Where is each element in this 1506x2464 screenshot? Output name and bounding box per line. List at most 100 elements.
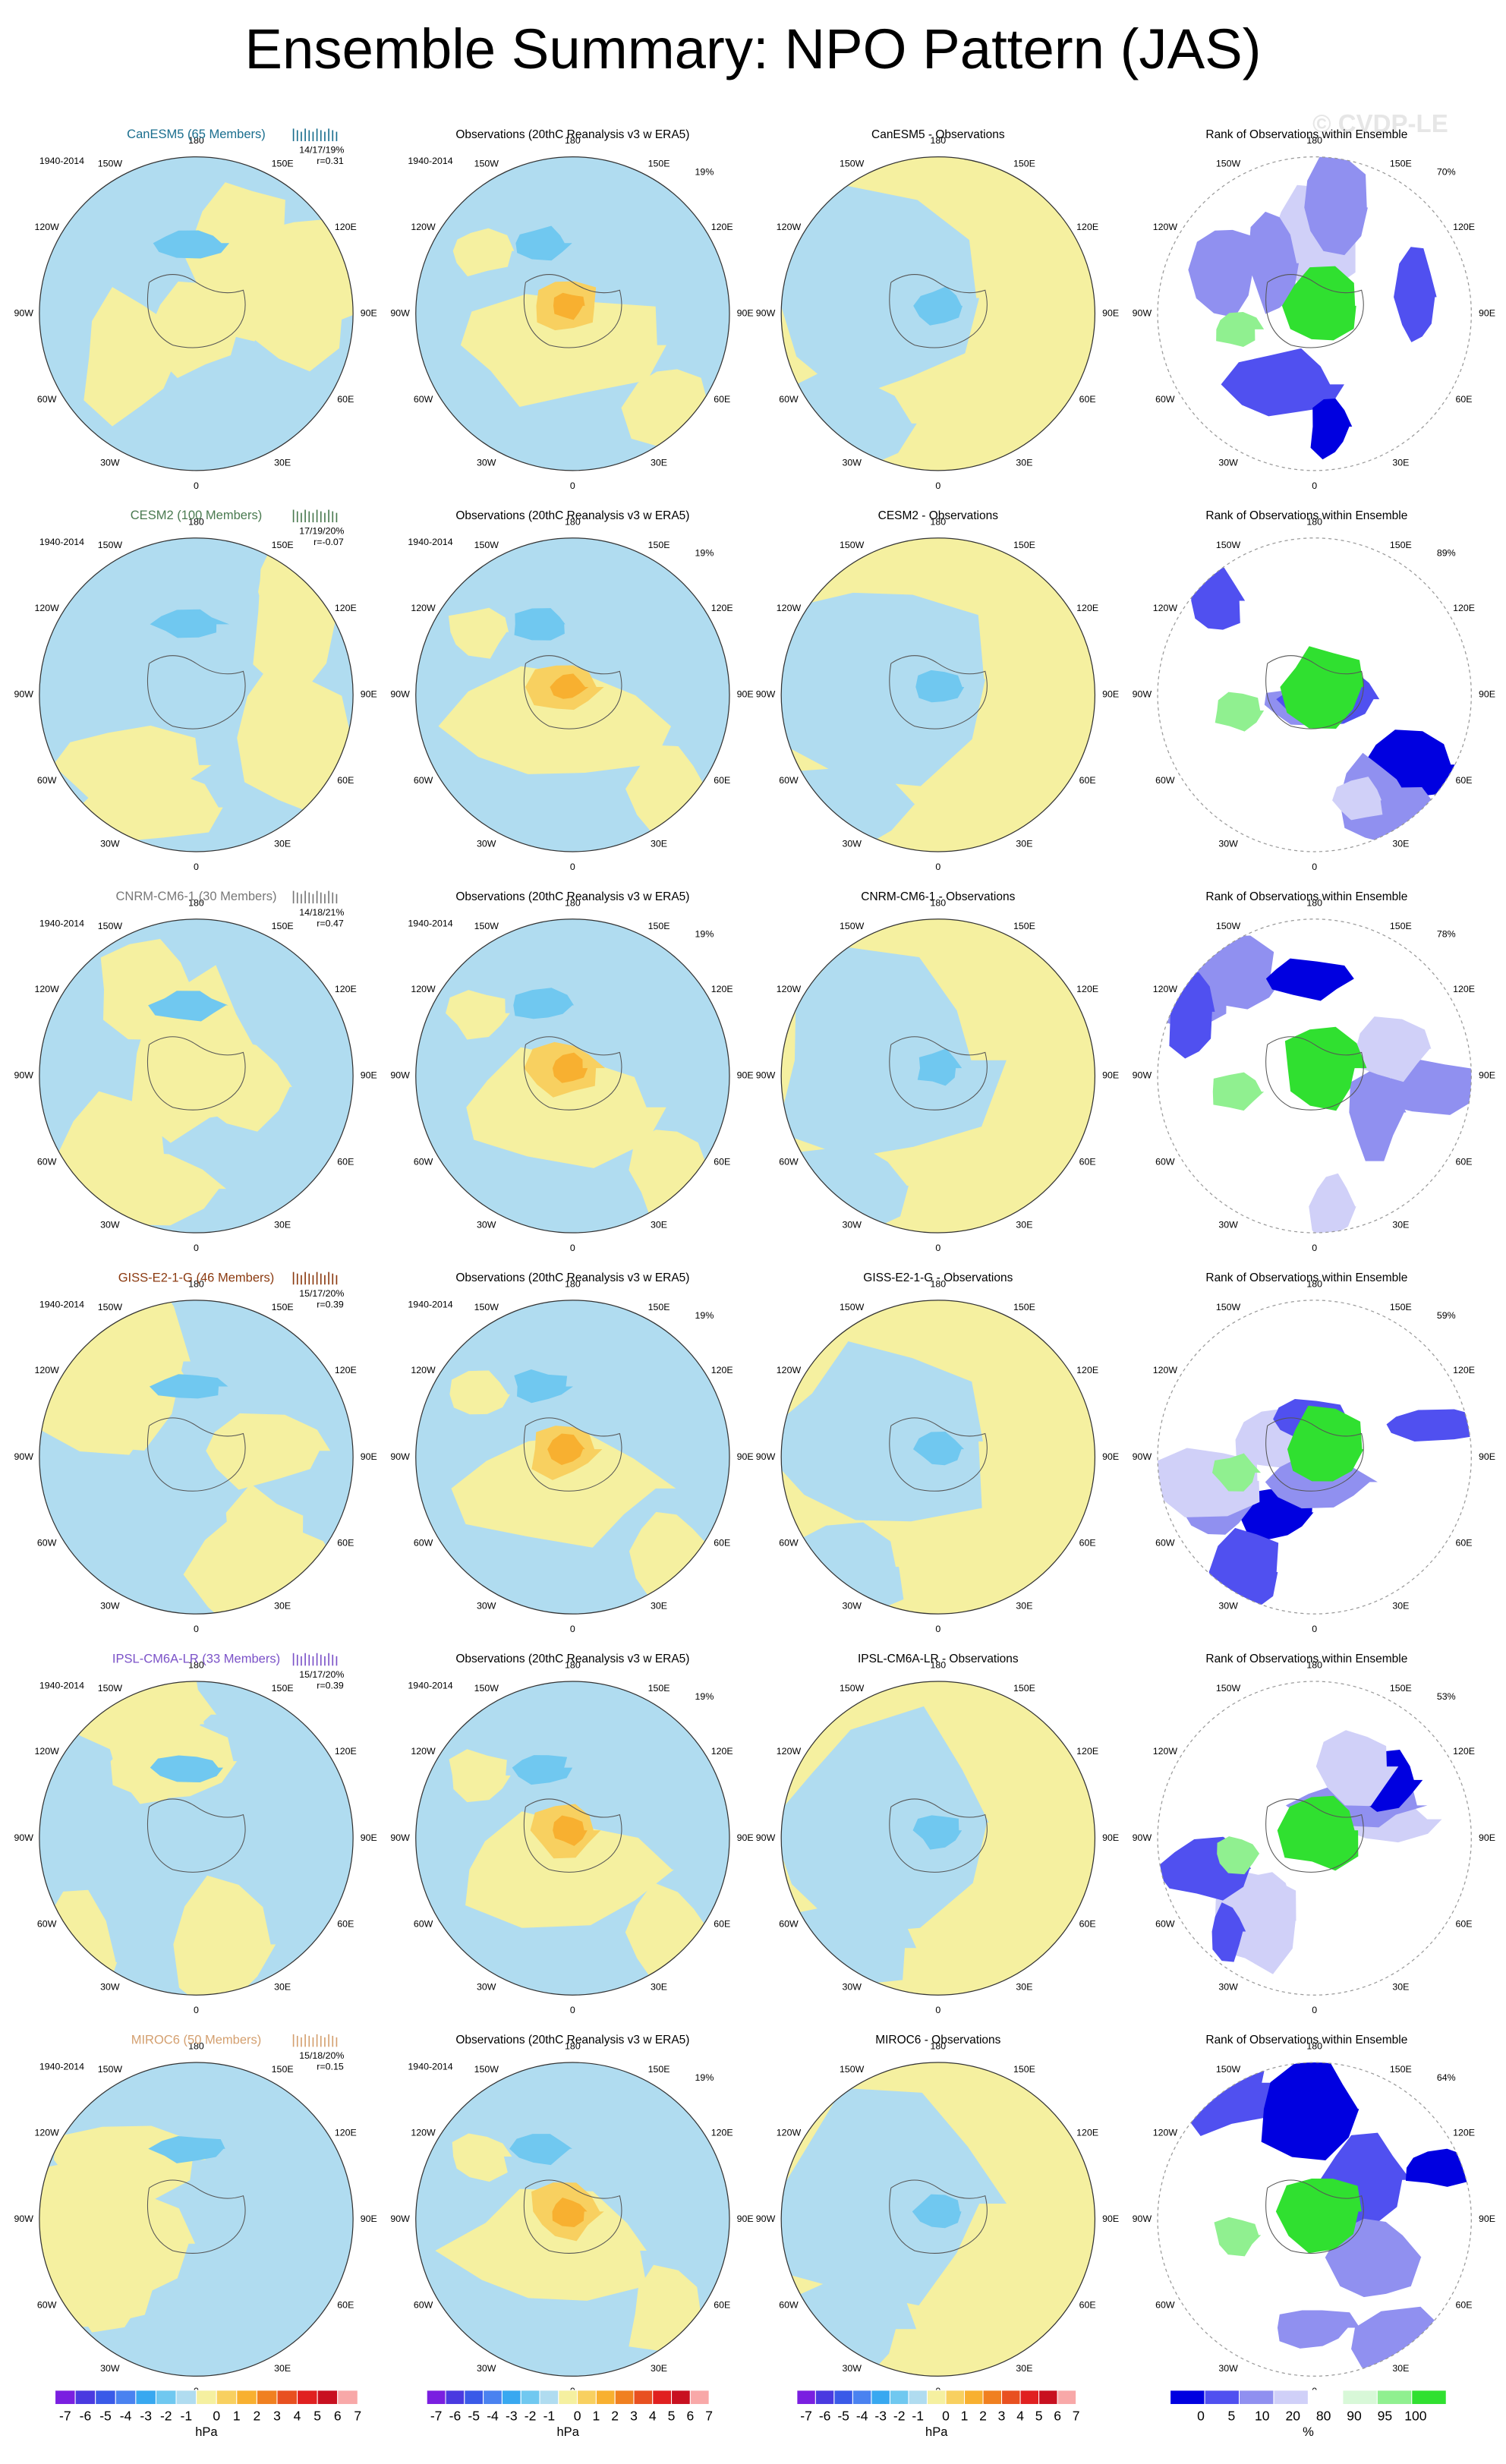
colorbar-box bbox=[236, 2390, 257, 2406]
colorbar-unit: hPa bbox=[925, 2425, 948, 2439]
observations-title: Observations (20thC Reanalysis v3 w ERA5… bbox=[455, 1271, 689, 1284]
longitude-label: 0 bbox=[194, 862, 199, 872]
colorbar-box bbox=[1019, 2390, 1040, 2406]
map-border bbox=[1157, 156, 1472, 471]
longitude-label: 180 bbox=[930, 2041, 946, 2052]
longitude-label: 120W bbox=[411, 2127, 436, 2138]
longitude-label: 0 bbox=[570, 1243, 575, 1253]
positive-region bbox=[448, 607, 509, 659]
colorbar-label: 6 bbox=[334, 2409, 342, 2424]
longitude-label: 90W bbox=[756, 1070, 776, 1081]
map bbox=[1158, 1300, 1472, 1615]
colorbar-box bbox=[1204, 2390, 1240, 2406]
rank-low-region bbox=[1417, 811, 1472, 852]
rank-low-region bbox=[1315, 1730, 1399, 1807]
period: 1940-2014 bbox=[408, 537, 452, 547]
stats: 17/19/20% bbox=[299, 526, 344, 537]
longitude-label: 120E bbox=[711, 2127, 733, 2138]
model-title: CNRM-CM6-1 (30 Members) bbox=[116, 889, 277, 903]
colorbar-box bbox=[1376, 2390, 1413, 2406]
longitude-label: 90E bbox=[361, 2214, 377, 2224]
colorbar-box bbox=[483, 2390, 503, 2406]
longitude-label: 60W bbox=[779, 1918, 799, 1929]
positive-core bbox=[552, 1052, 588, 1083]
longitude-label: 60W bbox=[37, 2300, 57, 2311]
difference-title: IPSL-CM6A-LR - Observations bbox=[858, 1653, 1019, 1665]
map bbox=[781, 2062, 1095, 2377]
colorbar-label: 6 bbox=[1054, 2409, 1061, 2424]
longitude-label: 60W bbox=[414, 1156, 433, 1167]
longitude-label: 60E bbox=[714, 2300, 730, 2311]
colorbar-box bbox=[1239, 2390, 1274, 2406]
longitude-label: 60W bbox=[37, 775, 57, 786]
longitude-label: 90W bbox=[390, 1832, 410, 1843]
colorbar-label: 5 bbox=[313, 2409, 321, 2424]
colorbar-box bbox=[796, 2390, 816, 2406]
rank-low-region bbox=[1265, 958, 1354, 1001]
longitude-label: 90W bbox=[756, 1832, 776, 1843]
negative-core bbox=[513, 988, 575, 1019]
longitude-label: 90W bbox=[14, 2214, 33, 2224]
colorbar-label: -2 bbox=[893, 2409, 906, 2424]
map bbox=[415, 918, 730, 1234]
longitude-label: 180 bbox=[188, 1660, 204, 1671]
observations-pct: 19% bbox=[695, 2072, 714, 2083]
longitude-label: 120E bbox=[711, 1746, 733, 1757]
longitude-label: 30W bbox=[100, 838, 120, 849]
map bbox=[781, 1681, 1095, 1996]
longitude-label: 60W bbox=[779, 1537, 799, 1548]
longitude-label: 90W bbox=[1133, 1451, 1152, 1462]
longitude-label: 180 bbox=[930, 1278, 946, 1289]
observations-pct: 19% bbox=[695, 548, 714, 559]
rank-high-region bbox=[1215, 692, 1265, 732]
longitude-label: 60W bbox=[414, 1537, 433, 1548]
longitude-label: 90W bbox=[14, 689, 33, 700]
longitude-label: 120E bbox=[711, 603, 733, 613]
longitude-label: 180 bbox=[1306, 897, 1322, 908]
map bbox=[39, 918, 354, 1234]
period: 1940-2014 bbox=[408, 156, 452, 166]
map bbox=[39, 156, 354, 471]
longitude-label: 30E bbox=[274, 1982, 291, 1993]
longitude-label: 0 bbox=[1312, 862, 1317, 872]
positive-core bbox=[550, 673, 589, 699]
longitude-label: 150W bbox=[474, 921, 499, 931]
colorbar-label: 2 bbox=[979, 2409, 987, 2424]
longitude-label: 120E bbox=[1453, 984, 1475, 994]
difference-title: GISS-E2-1-G - Observations bbox=[863, 1271, 1013, 1284]
correlation: r=-0.07 bbox=[313, 537, 344, 547]
longitude-label: 30W bbox=[477, 457, 496, 468]
map-border bbox=[1157, 537, 1472, 852]
longitude-label: 90E bbox=[1102, 689, 1119, 700]
colorbar-box bbox=[833, 2390, 853, 2406]
coastline bbox=[523, 1036, 622, 1111]
rank-high-region bbox=[1281, 266, 1356, 341]
negative-core bbox=[913, 286, 963, 326]
colorbar-box bbox=[964, 2390, 984, 2406]
colorbar-label: -2 bbox=[160, 2409, 172, 2424]
longitude-label: 90W bbox=[14, 308, 33, 319]
longitude-label: 90E bbox=[1102, 1070, 1119, 1081]
colorbar-box bbox=[337, 2390, 358, 2406]
colorbar-label: 2 bbox=[611, 2409, 619, 2424]
negative-core bbox=[912, 1432, 965, 1466]
coastline bbox=[147, 1798, 246, 1873]
colorbar-label: -3 bbox=[874, 2409, 887, 2424]
rank-low-region bbox=[1325, 2218, 1422, 2298]
positive-region bbox=[52, 725, 212, 810]
colorbar-label: 1 bbox=[961, 2409, 969, 2424]
longitude-label: 30W bbox=[1218, 2363, 1238, 2374]
longitude-label: 0 bbox=[1312, 2005, 1317, 2015]
positive-region bbox=[39, 2157, 158, 2237]
coastline bbox=[523, 655, 622, 729]
longitude-label: 150E bbox=[1013, 2064, 1035, 2075]
longitude-label: 150E bbox=[1390, 1683, 1412, 1694]
coastline bbox=[147, 655, 246, 729]
rank-pct: 53% bbox=[1437, 1691, 1456, 1702]
longitude-label: 60E bbox=[1456, 2300, 1473, 2311]
colorbar-label: -6 bbox=[80, 2409, 92, 2424]
longitude-label: 60W bbox=[1155, 394, 1175, 405]
longitude-label: 120W bbox=[777, 222, 802, 232]
longitude-label: 120E bbox=[1076, 222, 1098, 232]
longitude-label: 0 bbox=[1312, 1243, 1317, 1253]
